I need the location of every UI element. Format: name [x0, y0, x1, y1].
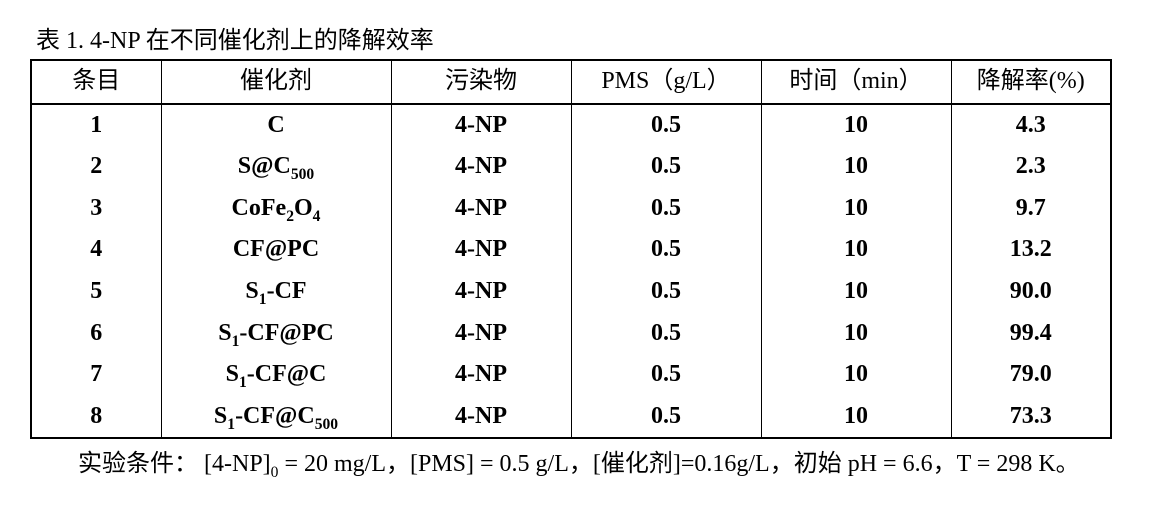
- cell-pollutant: 4-NP: [391, 396, 571, 439]
- table-row: 2S@C5004-NP0.5102.3: [31, 146, 1111, 188]
- cell-catalyst: S1-CF@PC: [161, 313, 391, 355]
- cell-entry: 1: [31, 104, 161, 147]
- cell-time: 10: [761, 146, 951, 188]
- cell-rate: 90.0: [951, 271, 1111, 313]
- cell-entry: 8: [31, 396, 161, 439]
- table-row: 7S1-CF@C4-NP0.51079.0: [31, 354, 1111, 396]
- cell-pollutant: 4-NP: [391, 229, 571, 271]
- table-row: 5S1-CF4-NP0.51090.0: [31, 271, 1111, 313]
- cell-pms: 0.5: [571, 271, 761, 313]
- table-caption: 表 1. 4-NP 在不同催化剂上的降解效率: [36, 20, 1122, 55]
- cell-time: 10: [761, 313, 951, 355]
- cell-pms: 0.5: [571, 229, 761, 271]
- cell-pms: 0.5: [571, 188, 761, 230]
- table-row: 8S1-CF@C5004-NP0.51073.3: [31, 396, 1111, 439]
- cell-rate: 9.7: [951, 188, 1111, 230]
- cell-catalyst: CF@PC: [161, 229, 391, 271]
- table-footnote: 实验条件： [4-NP]0 = 20 mg/L，[PMS] = 0.5 g/L，…: [30, 445, 1110, 483]
- cell-pms: 0.5: [571, 104, 761, 147]
- cell-pollutant: 4-NP: [391, 313, 571, 355]
- col-header-pollutant: 污染物: [391, 60, 571, 104]
- cell-time: 10: [761, 229, 951, 271]
- cell-catalyst: S@C500: [161, 146, 391, 188]
- table-row: 3CoFe2O44-NP0.5109.7: [31, 188, 1111, 230]
- table-row: 4CF@PC4-NP0.51013.2: [31, 229, 1111, 271]
- cell-catalyst: S1-CF@C500: [161, 396, 391, 439]
- cell-pms: 0.5: [571, 146, 761, 188]
- cell-rate: 99.4: [951, 313, 1111, 355]
- cell-entry: 5: [31, 271, 161, 313]
- cell-pollutant: 4-NP: [391, 188, 571, 230]
- cell-entry: 6: [31, 313, 161, 355]
- cell-pollutant: 4-NP: [391, 271, 571, 313]
- col-header-time: 时间（min）: [761, 60, 951, 104]
- cell-pollutant: 4-NP: [391, 354, 571, 396]
- col-header-catalyst: 催化剂: [161, 60, 391, 104]
- cell-catalyst: S1-CF: [161, 271, 391, 313]
- cell-pms: 0.5: [571, 313, 761, 355]
- cell-entry: 3: [31, 188, 161, 230]
- cell-time: 10: [761, 104, 951, 147]
- cell-pms: 0.5: [571, 396, 761, 439]
- degradation-table: 条目 催化剂 污染物 PMS（g/L） 时间（min） 降解率(%) 1C4-N…: [30, 59, 1112, 439]
- cell-time: 10: [761, 188, 951, 230]
- col-header-pms: PMS（g/L）: [571, 60, 761, 104]
- cell-entry: 2: [31, 146, 161, 188]
- col-header-rate: 降解率(%): [951, 60, 1111, 104]
- col-header-entry: 条目: [31, 60, 161, 104]
- cell-rate: 4.3: [951, 104, 1111, 147]
- cell-pollutant: 4-NP: [391, 146, 571, 188]
- cell-catalyst: S1-CF@C: [161, 354, 391, 396]
- cell-entry: 7: [31, 354, 161, 396]
- cell-rate: 79.0: [951, 354, 1111, 396]
- cell-pms: 0.5: [571, 354, 761, 396]
- cell-time: 10: [761, 271, 951, 313]
- cell-time: 10: [761, 354, 951, 396]
- cell-rate: 2.3: [951, 146, 1111, 188]
- cell-pollutant: 4-NP: [391, 104, 571, 147]
- cell-rate: 13.2: [951, 229, 1111, 271]
- table-header-row: 条目 催化剂 污染物 PMS（g/L） 时间（min） 降解率(%): [31, 60, 1111, 104]
- cell-catalyst: CoFe2O4: [161, 188, 391, 230]
- table-row: 6S1-CF@PC4-NP0.51099.4: [31, 313, 1111, 355]
- cell-catalyst: C: [161, 104, 391, 147]
- cell-rate: 73.3: [951, 396, 1111, 439]
- cell-entry: 4: [31, 229, 161, 271]
- table-row: 1C4-NP0.5104.3: [31, 104, 1111, 147]
- cell-time: 10: [761, 396, 951, 439]
